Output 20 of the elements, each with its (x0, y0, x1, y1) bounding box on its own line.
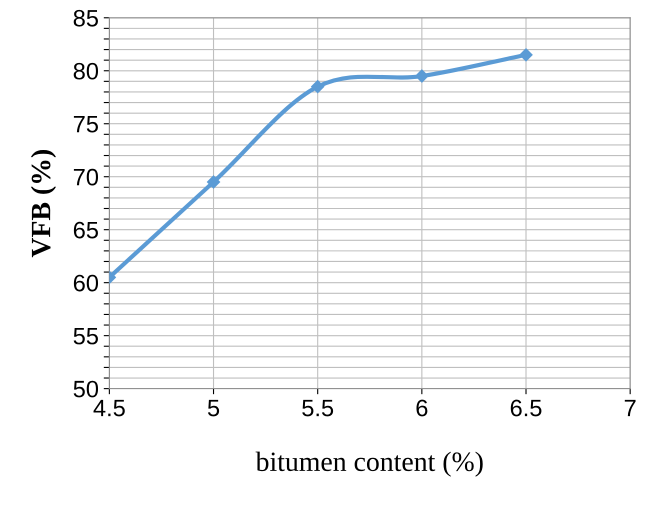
point (415, 69, 428, 83)
y-tick-label: 50 (74, 380, 98, 398)
x-tick-label: 7 (624, 400, 636, 416)
point (206, 175, 220, 189)
point (519, 48, 533, 62)
y-tick-label: 75 (74, 116, 98, 133)
y-tick-label: 65 (74, 222, 98, 238)
y-tick-label: 85 (74, 10, 98, 27)
y-tick-label: 55 (74, 328, 98, 344)
y-tick-label: 80 (74, 62, 98, 80)
x-tick-label: 5 (208, 400, 220, 416)
y-tick-label: 60 (74, 274, 98, 292)
x-tick-label: 5.5 (302, 400, 334, 416)
y-axis-title: VFB (%) (30, 150, 56, 258)
point (311, 80, 324, 94)
x-tick-label: 6.5 (510, 400, 542, 416)
x-tick-label: 4.5 (94, 400, 125, 416)
x-axis-title: bitumen content (%) (256, 452, 483, 477)
y-tick-label: 70 (74, 168, 98, 186)
x-tick-label: 6 (416, 400, 428, 416)
